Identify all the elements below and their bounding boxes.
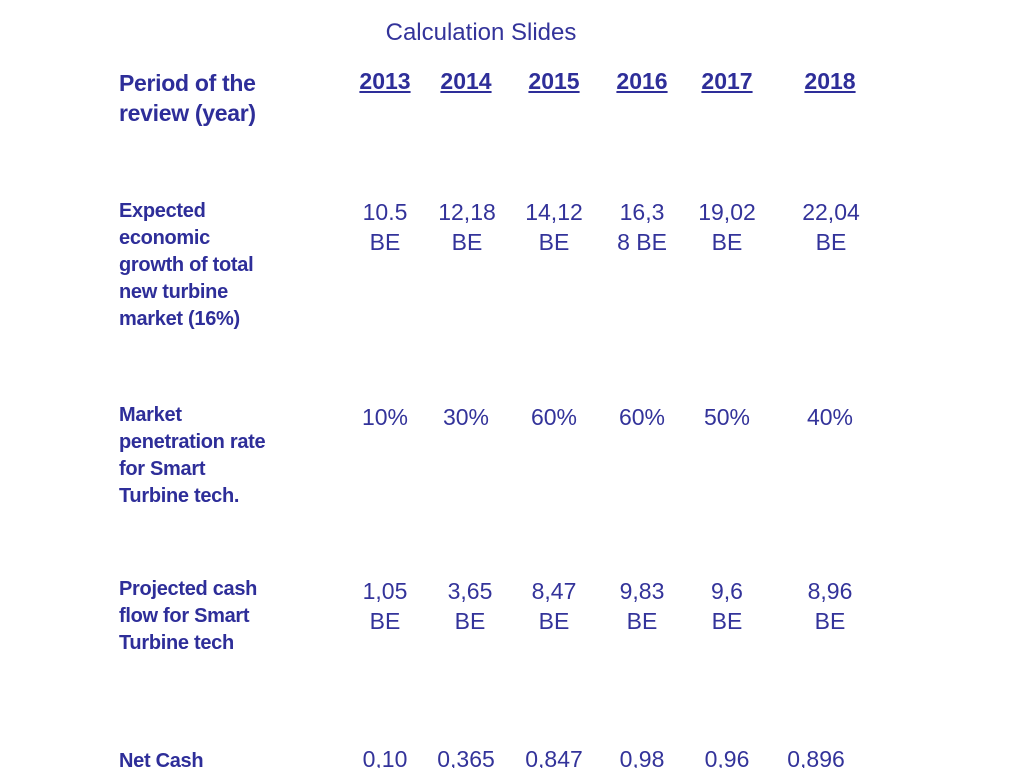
row-label-penetration-rate: Market penetration rate for Smart Turbin…: [119, 404, 266, 507]
cell-penetration-2017: 50%: [703, 404, 751, 430]
cell-cashflow-2013: 1,05 BE: [362, 578, 408, 634]
cell-netcash-2018: 0,896: [787, 746, 845, 768]
cell-growth-2013: 10.5 BE: [362, 199, 408, 255]
cell-cashflow-2017: 9,6 BE: [711, 578, 743, 634]
year-2016: 2016: [616, 68, 668, 94]
cell-netcash-2015: 0,847: [525, 746, 583, 768]
cell-cashflow-2016: 9,83 BE: [619, 578, 665, 634]
cell-growth-2015: 14,12 BE: [525, 199, 583, 255]
cell-growth-2016: 16,3 8 BE: [617, 199, 667, 255]
cell-cashflow-2018: 8,96 BE: [807, 578, 853, 634]
cell-penetration-2016: 60%: [618, 404, 666, 430]
row-label-net-cash: Net Cash: [119, 750, 204, 768]
year-2018: 2018: [804, 68, 856, 94]
cell-penetration-2015: 60%: [530, 404, 578, 430]
year-2015: 2015: [528, 68, 580, 94]
cell-growth-2018: 22,04 BE: [802, 199, 860, 255]
row-label-market-growth: Expected economic growth of total new tu…: [119, 200, 254, 330]
cell-penetration-2013: 10%: [361, 404, 409, 430]
cell-cashflow-2014: 3,65 BE: [447, 578, 493, 634]
year-2017: 2017: [701, 68, 753, 94]
cell-netcash-2016: 0,98: [619, 746, 665, 768]
cell-cashflow-2015: 8,47 BE: [531, 578, 577, 634]
cell-netcash-2017: 0,96: [704, 746, 750, 768]
cell-penetration-2018: 40%: [806, 404, 854, 430]
cell-netcash-2013: 0,10: [362, 746, 408, 768]
cell-netcash-2014: 0,365: [437, 746, 495, 768]
year-2014: 2014: [440, 68, 492, 94]
row-label-projected-cash-flow: Projected cash flow for Smart Turbine te…: [119, 578, 258, 654]
cell-growth-2017: 19,02 BE: [698, 199, 756, 255]
period-header-label: Period of the review (year): [119, 70, 256, 126]
cell-penetration-2014: 30%: [442, 404, 490, 430]
slide-title: Calculation Slides: [385, 19, 577, 46]
year-2013: 2013: [359, 68, 411, 94]
cell-growth-2014: 12,18 BE: [438, 199, 496, 255]
